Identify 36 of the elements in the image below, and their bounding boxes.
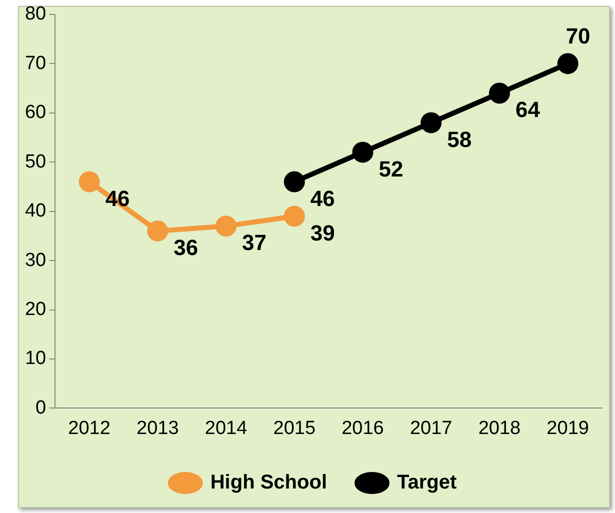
- x-tick-label: 2015: [273, 418, 316, 439]
- legend-label: Target: [397, 472, 457, 494]
- point: [488, 82, 510, 104]
- y-tick-label: 0: [36, 397, 46, 418]
- data-label: 64: [515, 97, 541, 122]
- x-tick-label: 2017: [410, 418, 452, 439]
- legend-label: High School: [210, 472, 328, 494]
- data-label: 46: [310, 186, 335, 211]
- y-tick-label: 20: [24, 298, 46, 320]
- data-label: 70: [566, 24, 590, 49]
- y-tick-label: 60: [24, 102, 46, 124]
- point: [78, 171, 100, 192]
- y-tick-label: 70: [24, 52, 46, 74]
- y-tick-label: 30: [24, 250, 46, 271]
- data-label: 39: [310, 220, 335, 246]
- point: [216, 216, 237, 237]
- point: [284, 206, 305, 227]
- x-tick-label: 2016: [342, 418, 384, 439]
- point: [284, 171, 305, 192]
- data-label: 37: [242, 230, 267, 256]
- y-tick-label: 80: [24, 4, 46, 25]
- point: [147, 220, 168, 242]
- data-label: 58: [447, 126, 472, 152]
- x-tick-label: 2019: [546, 418, 589, 439]
- x-tick-label: 2013: [136, 418, 179, 439]
- y-tick-label: 10: [24, 348, 46, 370]
- y-tick-label: 50: [24, 151, 46, 172]
- y-tick-label: 40: [24, 200, 46, 222]
- x-tick-label: 2014: [204, 418, 248, 439]
- x-tick-label: 2018: [478, 418, 521, 439]
- x-tick-label: 2012: [68, 418, 110, 439]
- point: [420, 112, 442, 134]
- point: [557, 53, 578, 74]
- data-label: 36: [174, 235, 198, 260]
- data-label: 52: [378, 156, 404, 182]
- point: [352, 142, 374, 163]
